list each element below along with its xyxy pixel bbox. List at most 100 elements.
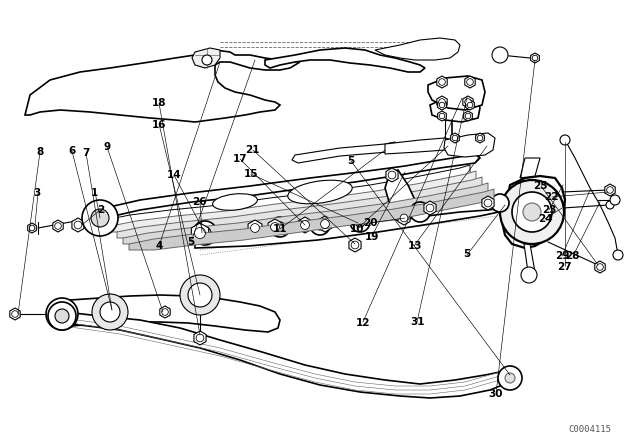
Ellipse shape [212, 194, 257, 210]
Polygon shape [292, 142, 398, 163]
Circle shape [251, 224, 259, 233]
Text: 1: 1 [91, 188, 99, 198]
Circle shape [491, 194, 509, 212]
Circle shape [465, 99, 471, 105]
Circle shape [315, 220, 325, 230]
Circle shape [596, 264, 604, 270]
Circle shape [426, 204, 434, 212]
Text: 5: 5 [463, 250, 471, 259]
Text: 30: 30 [489, 389, 503, 399]
Circle shape [613, 250, 623, 260]
Polygon shape [386, 168, 398, 182]
Text: 3: 3 [33, 188, 41, 198]
Polygon shape [111, 171, 476, 232]
Circle shape [467, 79, 474, 85]
Circle shape [465, 113, 471, 119]
Circle shape [199, 227, 211, 239]
Circle shape [321, 220, 330, 228]
Polygon shape [105, 165, 470, 226]
Polygon shape [95, 154, 480, 222]
Text: 14: 14 [167, 170, 181, 180]
Text: 29: 29 [555, 251, 569, 261]
Polygon shape [385, 138, 452, 154]
Circle shape [521, 267, 537, 283]
Polygon shape [398, 211, 410, 225]
Circle shape [54, 306, 70, 322]
Text: 16: 16 [152, 120, 166, 129]
Text: 18: 18 [152, 98, 166, 108]
Circle shape [100, 302, 120, 322]
Circle shape [388, 171, 396, 179]
Text: 4: 4 [155, 241, 163, 250]
Circle shape [196, 334, 204, 342]
Polygon shape [482, 196, 494, 210]
Polygon shape [195, 200, 508, 248]
Circle shape [271, 223, 280, 232]
Circle shape [467, 102, 473, 108]
Circle shape [498, 366, 522, 390]
Circle shape [610, 195, 620, 205]
Polygon shape [451, 133, 460, 143]
Polygon shape [428, 76, 485, 110]
Text: 31: 31 [410, 317, 424, 327]
Circle shape [193, 221, 217, 245]
Text: 5: 5 [347, 156, 355, 166]
Polygon shape [192, 48, 220, 68]
Text: 5: 5 [187, 237, 195, 247]
Polygon shape [438, 111, 446, 121]
Polygon shape [466, 100, 474, 110]
Circle shape [505, 373, 515, 383]
Circle shape [492, 47, 508, 63]
Circle shape [82, 200, 118, 236]
Polygon shape [72, 218, 84, 232]
Polygon shape [318, 216, 332, 232]
Circle shape [301, 220, 309, 229]
Circle shape [438, 79, 445, 85]
Circle shape [560, 135, 570, 145]
Text: 9: 9 [104, 142, 111, 152]
Polygon shape [117, 177, 482, 238]
Text: 22: 22 [545, 192, 559, 202]
Circle shape [496, 196, 514, 214]
Polygon shape [437, 76, 447, 88]
Text: 17: 17 [233, 154, 247, 164]
Circle shape [12, 311, 19, 317]
Circle shape [606, 201, 614, 209]
Polygon shape [444, 133, 495, 157]
Polygon shape [129, 189, 494, 250]
Circle shape [310, 215, 330, 235]
Polygon shape [595, 261, 605, 273]
Text: 20: 20 [363, 218, 377, 228]
Polygon shape [10, 308, 20, 320]
Text: 23: 23 [542, 205, 556, 215]
Circle shape [400, 214, 408, 222]
Circle shape [484, 199, 492, 207]
Text: 24: 24 [538, 214, 552, 224]
Text: 19: 19 [365, 232, 380, 241]
Ellipse shape [288, 180, 352, 204]
Circle shape [350, 212, 370, 232]
Polygon shape [520, 158, 540, 178]
Circle shape [91, 209, 109, 227]
Polygon shape [53, 220, 63, 232]
Circle shape [523, 203, 541, 221]
Circle shape [270, 217, 290, 237]
Circle shape [92, 294, 128, 330]
Text: 15: 15 [244, 169, 258, 179]
Polygon shape [438, 100, 446, 110]
Polygon shape [191, 223, 209, 243]
Circle shape [351, 241, 359, 249]
Text: 21: 21 [246, 145, 260, 155]
Circle shape [275, 222, 285, 232]
Text: 10: 10 [350, 224, 364, 234]
Polygon shape [524, 244, 535, 272]
Circle shape [74, 221, 82, 229]
Circle shape [185, 280, 215, 310]
Text: C0004115: C0004115 [568, 426, 611, 435]
Polygon shape [265, 48, 425, 72]
Text: 12: 12 [356, 318, 371, 327]
Text: 6: 6 [68, 146, 76, 156]
Polygon shape [424, 201, 436, 215]
Polygon shape [531, 53, 540, 63]
Polygon shape [385, 170, 415, 222]
